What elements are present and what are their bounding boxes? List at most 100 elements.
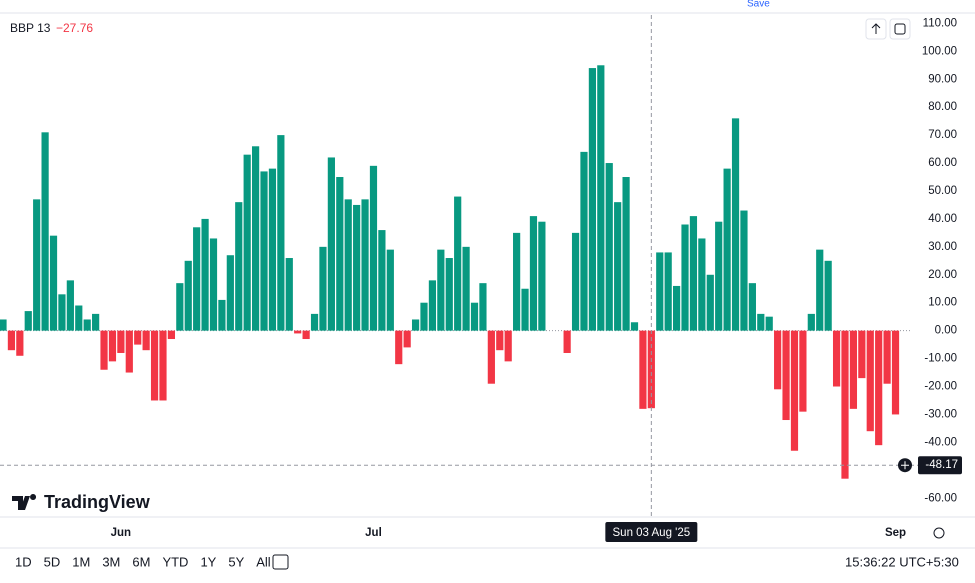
bar — [226, 255, 234, 331]
y-tick-label: -20.00 — [924, 381, 957, 393]
crosshair-x-label: Sun 03 Aug '25 — [613, 527, 691, 539]
y-tick-label: 10.00 — [928, 297, 957, 309]
bar — [159, 330, 167, 401]
range-button[interactable]: All — [256, 554, 271, 569]
date-icon[interactable] — [272, 554, 289, 570]
y-tick-label: 20.00 — [928, 269, 957, 281]
bar — [218, 299, 226, 331]
bar — [462, 246, 470, 331]
bar — [807, 313, 815, 331]
bar — [866, 330, 874, 432]
y-tick-label: -30.00 — [924, 408, 957, 420]
bar — [858, 330, 866, 379]
y-tick-label: 80.00 — [928, 101, 957, 113]
bar — [538, 221, 546, 331]
range-button[interactable]: 1Y — [200, 554, 216, 569]
bar — [369, 165, 378, 331]
y-tick-label: 50.00 — [928, 185, 957, 197]
bar — [875, 330, 883, 446]
range-button[interactable]: 5D — [44, 554, 61, 569]
bar — [891, 330, 900, 415]
range-button[interactable]: YTD — [162, 554, 188, 569]
settings-icon[interactable] — [933, 527, 945, 539]
logo: TradingView — [12, 492, 151, 512]
range-button[interactable]: 6M — [132, 554, 150, 569]
bar — [167, 330, 175, 340]
y-tick-label: 30.00 — [928, 241, 957, 253]
bar — [496, 330, 504, 351]
bar — [108, 330, 117, 362]
range-button[interactable]: 3M — [102, 554, 120, 569]
bar — [824, 260, 832, 331]
bar — [310, 313, 319, 331]
bar — [41, 132, 49, 331]
bar — [49, 235, 58, 331]
bar — [83, 319, 91, 331]
y-tick-label: 100.00 — [922, 45, 957, 57]
bar — [142, 330, 150, 351]
bar — [437, 249, 445, 331]
bar — [731, 118, 740, 331]
bar — [117, 330, 125, 353]
bar — [209, 238, 218, 331]
bar — [622, 177, 630, 331]
bar — [277, 135, 285, 331]
bar — [487, 330, 495, 384]
bar — [765, 316, 773, 331]
clock: 15:36:22 UTC+5:30 — [845, 554, 959, 569]
bar — [294, 330, 302, 334]
bar — [630, 322, 639, 331]
range-button[interactable]: 1M — [72, 554, 90, 569]
bar — [386, 249, 394, 331]
bar — [681, 224, 689, 331]
bar — [395, 330, 403, 365]
bar — [588, 68, 596, 331]
bar — [580, 151, 588, 331]
range-button[interactable]: 1D — [15, 554, 32, 569]
bar — [302, 330, 310, 340]
bar — [243, 154, 251, 331]
bar — [799, 330, 807, 412]
bar — [673, 285, 681, 331]
bar — [336, 177, 344, 331]
bar — [134, 330, 142, 345]
range-button[interactable]: 5Y — [228, 554, 244, 569]
bar — [832, 330, 841, 387]
bar — [92, 313, 100, 331]
x-tick-label: Jul — [365, 527, 382, 539]
bar — [193, 227, 201, 331]
y-tick-label: 110.00 — [923, 17, 957, 29]
bar — [664, 252, 672, 331]
bar — [504, 330, 512, 362]
bar — [378, 230, 386, 331]
save-label[interactable]: Save — [747, 0, 770, 10]
bar — [66, 280, 74, 331]
bar — [470, 302, 479, 331]
bar — [428, 280, 437, 331]
logo-text: TradingView — [44, 492, 151, 512]
bar — [125, 330, 133, 373]
bar — [403, 330, 411, 348]
bar — [740, 210, 748, 331]
logo-icon — [12, 494, 37, 510]
bar — [319, 246, 327, 331]
bar — [841, 330, 849, 479]
y-tick-label: -40.00 — [924, 436, 957, 448]
bar — [353, 204, 361, 331]
bar — [7, 330, 16, 351]
bar — [176, 283, 184, 331]
bar — [58, 294, 66, 331]
bar — [184, 260, 192, 331]
y-tick-label: 60.00 — [928, 157, 957, 169]
bar — [16, 330, 24, 356]
y-tick-label: 0.00 — [935, 325, 957, 337]
y-tick-label: -10.00 — [924, 353, 957, 365]
bar — [782, 330, 790, 421]
maximize-button[interactable] — [889, 18, 911, 40]
bar — [774, 330, 782, 390]
bar — [75, 305, 83, 331]
crosshair-x-box — [605, 522, 698, 542]
bar — [201, 218, 209, 331]
bar — [420, 302, 428, 331]
